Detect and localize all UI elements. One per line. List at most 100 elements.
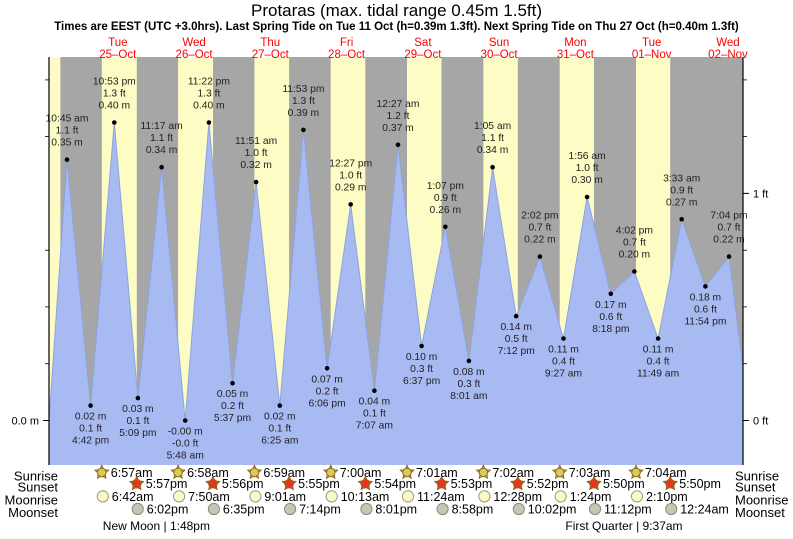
svg-text:Thu: Thu [260, 37, 280, 49]
svg-text:6:06 pm: 6:06 pm [308, 398, 345, 409]
svg-text:11:49 am: 11:49 am [637, 369, 679, 380]
svg-text:New Moon | 1:48pm: New Moon | 1:48pm [103, 519, 210, 533]
svg-text:1.3 ft: 1.3 ft [292, 96, 315, 107]
svg-text:0.27 m: 0.27 m [666, 197, 697, 208]
svg-text:1.0 ft: 1.0 ft [245, 148, 268, 159]
svg-text:Tue: Tue [642, 37, 661, 49]
svg-text:26–Oct: 26–Oct [176, 49, 214, 61]
svg-text:0.3 ft: 0.3 ft [410, 364, 433, 375]
svg-text:0.7 ft: 0.7 ft [528, 223, 551, 234]
svg-text:0.17 m: 0.17 m [595, 300, 626, 311]
svg-text:1:07 pm: 1:07 pm [427, 181, 464, 192]
svg-text:8:58pm: 8:58pm [452, 503, 494, 517]
svg-text:9:27 am: 9:27 am [545, 369, 582, 380]
svg-text:25–Oct: 25–Oct [99, 49, 137, 61]
svg-text:0.29 m: 0.29 m [335, 182, 366, 193]
svg-text:0.4 ft: 0.4 ft [552, 357, 575, 368]
svg-text:30–Oct: 30–Oct [481, 49, 519, 61]
svg-text:0.9 ft: 0.9 ft [434, 193, 457, 204]
svg-text:0.32 m: 0.32 m [240, 160, 271, 171]
svg-text:0.10 m: 0.10 m [406, 352, 437, 363]
svg-text:10:53 pm: 10:53 pm [93, 77, 136, 88]
svg-text:0.22 m: 0.22 m [524, 235, 555, 246]
svg-text:6:35pm: 6:35pm [223, 503, 265, 517]
svg-text:1.1 ft: 1.1 ft [481, 133, 504, 144]
svg-text:0.14 m: 0.14 m [500, 322, 531, 333]
svg-text:1.1 ft: 1.1 ft [150, 133, 173, 144]
svg-text:0.30 m: 0.30 m [571, 175, 602, 186]
svg-text:Moonset: Moonset [735, 505, 785, 520]
svg-text:28–Oct: 28–Oct [328, 49, 366, 61]
svg-text:Sat: Sat [414, 37, 432, 49]
svg-text:3:33 am: 3:33 am [663, 173, 700, 184]
svg-text:Wed: Wed [716, 37, 739, 49]
svg-text:8:18 pm: 8:18 pm [592, 324, 629, 335]
svg-text:0.11 m: 0.11 m [643, 345, 674, 356]
svg-text:0.2 ft: 0.2 ft [221, 401, 244, 412]
svg-text:1:05 am: 1:05 am [474, 121, 511, 132]
svg-text:-0.0 ft: -0.0 ft [172, 439, 198, 450]
svg-text:0.3 ft: 0.3 ft [457, 379, 480, 390]
svg-text:Times are EEST (UTC +3.0hrs).: Times are EEST (UTC +3.0hrs). Last Sprin… [54, 21, 739, 33]
svg-text:0.40 m: 0.40 m [99, 101, 130, 112]
svg-text:0.40 m: 0.40 m [193, 101, 224, 112]
svg-text:6:25 am: 6:25 am [261, 436, 298, 447]
svg-text:7:14pm: 7:14pm [299, 503, 341, 517]
svg-text:01–Nov: 01–Nov [632, 49, 672, 61]
svg-text:10:02pm: 10:02pm [528, 503, 577, 517]
svg-text:7:12 pm: 7:12 pm [498, 346, 535, 357]
svg-text:11:51 am: 11:51 am [235, 136, 277, 147]
svg-text:0.05 m: 0.05 m [217, 389, 248, 400]
svg-text:11:17 am: 11:17 am [141, 121, 183, 132]
svg-text:0.1 ft: 0.1 ft [268, 424, 291, 435]
svg-text:11:53 pm: 11:53 pm [282, 84, 324, 95]
svg-text:27–Oct: 27–Oct [252, 49, 290, 61]
svg-text:0.34 m: 0.34 m [146, 145, 177, 156]
svg-text:-0.00 m: -0.00 m [168, 427, 203, 438]
svg-text:0.7 ft: 0.7 ft [623, 238, 646, 249]
svg-text:8:01 am: 8:01 am [450, 391, 487, 402]
svg-text:7:07 am: 7:07 am [356, 421, 393, 432]
svg-text:Fri: Fri [340, 37, 353, 49]
svg-text:0.03 m: 0.03 m [122, 404, 153, 415]
svg-text:0.35 m: 0.35 m [51, 138, 82, 149]
svg-text:Moonset: Moonset [8, 505, 58, 520]
svg-text:5:37 pm: 5:37 pm [214, 413, 251, 424]
svg-text:11:12pm: 11:12pm [604, 503, 652, 517]
svg-text:1.2 ft: 1.2 ft [387, 111, 410, 122]
svg-text:31–Oct: 31–Oct [557, 49, 595, 61]
svg-text:7:04 pm: 7:04 pm [710, 211, 747, 222]
svg-text:0.1 ft: 0.1 ft [363, 409, 386, 420]
svg-text:1.0 ft: 1.0 ft [339, 170, 362, 181]
svg-text:0.22 m: 0.22 m [713, 235, 744, 246]
svg-text:Mon: Mon [564, 37, 586, 49]
svg-text:Sun: Sun [489, 37, 509, 49]
svg-text:4:02 pm: 4:02 pm [616, 226, 653, 237]
svg-text:1 ft: 1 ft [753, 188, 768, 200]
svg-text:12:24am: 12:24am [680, 503, 729, 517]
svg-text:0.6 ft: 0.6 ft [599, 312, 622, 323]
svg-text:11:22 pm: 11:22 pm [188, 77, 230, 88]
svg-text:1.0 ft: 1.0 ft [576, 163, 599, 174]
svg-text:12:27 pm: 12:27 pm [329, 158, 372, 169]
svg-text:0.37 m: 0.37 m [382, 123, 413, 134]
svg-text:0.39 m: 0.39 m [288, 108, 319, 119]
svg-text:6:02pm: 6:02pm [147, 503, 189, 517]
svg-text:0.9 ft: 0.9 ft [670, 185, 693, 196]
svg-text:4:42 pm: 4:42 pm [72, 436, 109, 447]
svg-text:0.1 ft: 0.1 ft [126, 416, 149, 427]
svg-text:0.11 m: 0.11 m [548, 345, 579, 356]
svg-text:Tue: Tue [108, 37, 127, 49]
svg-text:0.02 m: 0.02 m [75, 412, 106, 423]
svg-text:0.4 ft: 0.4 ft [647, 357, 670, 368]
svg-text:29–Oct: 29–Oct [404, 49, 442, 61]
svg-text:12:27 am: 12:27 am [377, 99, 420, 110]
svg-text:0.26 m: 0.26 m [430, 205, 461, 216]
svg-text:2:02 pm: 2:02 pm [521, 211, 558, 222]
svg-text:0.04 m: 0.04 m [359, 397, 390, 408]
svg-text:11:54 pm: 11:54 pm [684, 316, 726, 327]
svg-text:0.6 ft: 0.6 ft [694, 304, 717, 315]
svg-text:0.18 m: 0.18 m [690, 292, 721, 303]
svg-text:0.7 ft: 0.7 ft [718, 223, 741, 234]
svg-text:First Quarter | 9:37am: First Quarter | 9:37am [565, 519, 682, 533]
